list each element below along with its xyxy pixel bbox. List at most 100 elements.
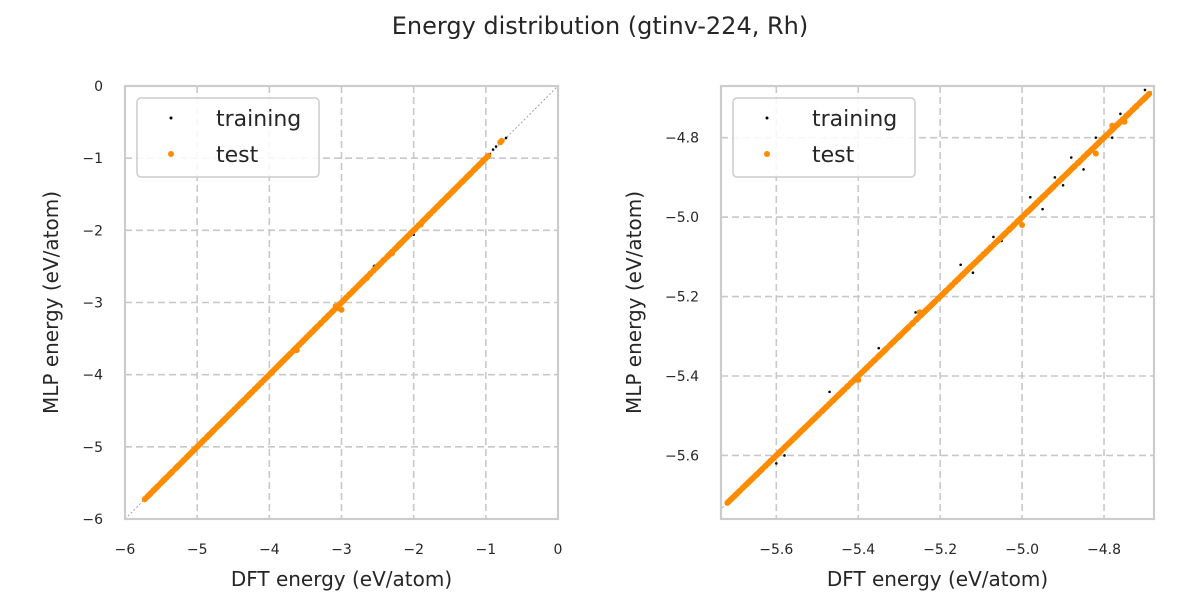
x-tick-label: 0 <box>554 542 563 558</box>
point-test <box>1006 226 1013 233</box>
point-training <box>783 454 786 457</box>
y-tick-label: −5.6 <box>665 448 699 464</box>
legend-marker-training <box>765 116 769 120</box>
y-tick-label: −5 <box>82 440 103 456</box>
x-tick-label: −5.4 <box>841 542 875 558</box>
y-tick-label: −3 <box>82 296 103 312</box>
point-test <box>1133 102 1140 109</box>
point-training <box>1028 195 1032 199</box>
x-tick-label: −5.2 <box>923 542 957 558</box>
point-test <box>855 376 862 383</box>
x-tick-label: −2 <box>403 542 424 558</box>
point-test <box>293 347 300 354</box>
plot-frame <box>719 84 1156 521</box>
point-training <box>1053 176 1057 179</box>
point-test <box>732 492 739 499</box>
data-points <box>724 88 1153 506</box>
point-test <box>445 192 452 199</box>
series-test <box>141 137 505 503</box>
x-tick-label: −5 <box>187 542 208 558</box>
y-tick-label: −4.8 <box>665 131 699 147</box>
figure-title: Energy distribution (gtinv-224, Rh) <box>392 12 808 40</box>
point-test <box>1121 118 1128 125</box>
legend-box <box>732 97 916 178</box>
legend-marker-test <box>764 151 770 157</box>
point-test <box>928 301 935 308</box>
point-training <box>877 346 881 350</box>
x-axis-label: DFT energy (eV/atom) <box>827 567 1048 591</box>
x-tick-label: −1 <box>476 542 497 558</box>
point-test <box>363 274 370 281</box>
y-tick-label: −5.0 <box>665 210 699 226</box>
right-scatter-panel: −5.6 −5.4 −5.2 −5.0 −4.8 −5.6 −5.4 −5.2 −5.0 −4.8… <box>622 84 1156 591</box>
legend-marker-test <box>168 151 174 157</box>
point-test <box>332 303 339 310</box>
point-test <box>338 306 345 313</box>
point-training <box>1094 136 1098 139</box>
point-test <box>389 250 396 257</box>
y-tick-label: −1 <box>82 151 103 167</box>
point-training <box>504 136 508 140</box>
legend-label-test: test <box>812 143 855 168</box>
left-scatter-panel: −6 −5 −4 −3 −2 −1 0 −6 −5 −4 −3 −2 −1 0 DFT energy (eV… <box>39 79 562 591</box>
y-tick-label: −4 <box>82 368 103 384</box>
legend: training test <box>136 97 320 178</box>
point-test <box>1019 222 1026 229</box>
y-tick-label: −6 <box>82 512 103 528</box>
point-test <box>450 187 457 194</box>
legend-box <box>136 97 320 178</box>
point-test <box>1141 94 1148 101</box>
point-test <box>425 212 432 219</box>
point-test <box>396 241 403 248</box>
point-training <box>1069 156 1073 159</box>
point-test <box>1060 174 1067 181</box>
point-test <box>498 137 505 144</box>
x-tick-label: −4 <box>259 542 280 558</box>
legend-label-test: test <box>216 143 259 168</box>
point-training <box>1119 112 1122 116</box>
point-test <box>417 221 424 228</box>
point-training <box>914 311 917 314</box>
point-test <box>1146 90 1153 97</box>
data-points <box>141 136 508 503</box>
y-tick-label: −5.2 <box>665 290 699 306</box>
point-training <box>1061 184 1065 187</box>
point-training <box>828 390 831 394</box>
x-tick-label: −5.6 <box>759 542 793 558</box>
series-test <box>724 90 1153 506</box>
legend-label-training: training <box>216 107 301 132</box>
legend-marker-training <box>169 116 173 120</box>
point-test <box>756 468 763 475</box>
legend: training test <box>732 97 916 178</box>
point-training <box>494 145 498 148</box>
point-training <box>1110 136 1114 139</box>
point-test <box>1092 150 1099 157</box>
y-tick-label: 0 <box>94 79 103 95</box>
point-test <box>896 333 903 340</box>
point-test <box>485 152 492 159</box>
point-test <box>438 199 445 206</box>
x-tick-label: −5.0 <box>1005 542 1039 558</box>
plot-frame <box>123 84 560 521</box>
point-training <box>1143 88 1147 92</box>
point-training <box>959 263 962 267</box>
point-test <box>1080 154 1087 161</box>
point-training <box>491 148 495 151</box>
point-test <box>1109 122 1116 129</box>
y-tick-label: −5.4 <box>665 369 699 385</box>
y-axis-label: MLP energy (eV/atom) <box>622 191 646 414</box>
point-training <box>1082 168 1085 171</box>
x-tick-label: −6 <box>115 542 136 558</box>
point-training <box>775 462 778 465</box>
point-test <box>1031 202 1038 209</box>
y-axis-label: MLP energy (eV/atom) <box>39 191 63 414</box>
x-axis-label: DFT energy (eV/atom) <box>231 567 452 591</box>
point-test <box>916 309 923 316</box>
point-test <box>358 279 365 286</box>
x-tick-label: −3 <box>331 542 352 558</box>
x-tick-label: −4.8 <box>1087 542 1121 558</box>
point-test <box>793 432 800 439</box>
point-training <box>1041 207 1044 211</box>
point-training <box>992 235 995 239</box>
